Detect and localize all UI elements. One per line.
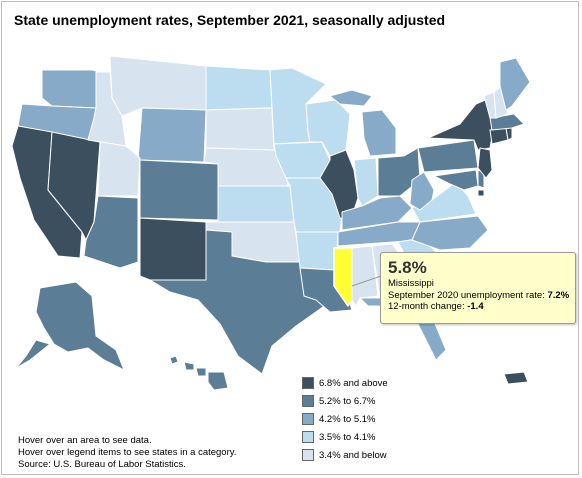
state-new-mexico[interactable] [139, 217, 207, 281]
state-hawaii-4[interactable] [207, 371, 229, 391]
legend-item-upper-mid[interactable]: 5.2% to 6.7% [302, 392, 422, 410]
state-south-dakota[interactable] [205, 107, 275, 151]
legend-swatch [302, 413, 314, 425]
state-tooltip: 5.8% Mississippi September 2020 unemploy… [380, 252, 576, 324]
state-utah[interactable] [97, 141, 141, 197]
state-maryland[interactable] [433, 169, 479, 191]
state-indiana[interactable] [353, 157, 379, 207]
legend-item-lower-mid[interactable]: 3.5% to 4.1% [302, 428, 422, 446]
state-hawaii-2[interactable] [183, 361, 195, 371]
legend-label: 3.4% and below [319, 449, 387, 461]
note-source: Source: U.S. Bureau of Labor Statistics. [18, 459, 186, 470]
legend-label: 4.2% to 5.1% [319, 413, 376, 425]
state-new-hampshire[interactable] [493, 85, 509, 119]
state-kentucky[interactable] [341, 195, 413, 231]
note-hover-legend: Hover over legend items to see states in… [18, 447, 237, 458]
district-of-columbia[interactable] [477, 189, 485, 197]
state-arkansas[interactable] [295, 231, 339, 271]
state-hawaii-3[interactable] [195, 367, 207, 377]
state-north-dakota[interactable] [205, 65, 273, 111]
legend-swatch [302, 377, 314, 389]
state-alaska[interactable] [35, 281, 125, 371]
state-washington[interactable] [41, 69, 101, 109]
note-hover-area: Hover over an area to see data. [18, 435, 152, 446]
legend-label: 3.5% to 4.1% [319, 431, 376, 443]
legend-item-mid[interactable]: 4.2% to 5.1% [302, 410, 422, 428]
state-montana[interactable] [109, 55, 207, 117]
state-maine[interactable] [499, 57, 531, 111]
tooltip-rate: 5.8% [388, 258, 427, 277]
state-texas[interactable] [149, 229, 331, 375]
state-hawaii-1[interactable] [169, 355, 179, 365]
tooltip-prior-rate: September 2020 unemployment rate: 7.2% [388, 289, 570, 301]
legend-item-high[interactable]: 6.8% and above [302, 374, 422, 392]
tooltip-pointer [351, 275, 382, 287]
map-legend: 6.8% and above 5.2% to 6.7% 4.2% to 5.1%… [302, 374, 422, 464]
legend-swatch [302, 395, 314, 407]
state-massachusetts[interactable] [489, 113, 525, 131]
state-colorado[interactable] [139, 159, 219, 221]
state-kansas[interactable] [217, 185, 295, 223]
state-wyoming[interactable] [137, 107, 207, 163]
state-pennsylvania[interactable] [417, 139, 479, 173]
territory-puerto-rico[interactable] [503, 371, 529, 385]
tooltip-state-name: Mississippi [388, 278, 434, 289]
state-north-carolina[interactable] [411, 215, 489, 251]
legend-label: 5.2% to 6.7% [319, 395, 376, 407]
state-michigan[interactable] [361, 109, 397, 157]
legend-label: 6.8% and above [319, 377, 388, 389]
map-title: State unemployment rates, September 2021… [14, 12, 446, 28]
legend-item-low[interactable]: 3.4% and below [302, 446, 422, 464]
state-new-jersey[interactable] [477, 147, 493, 179]
legend-swatch [302, 449, 314, 461]
state-alaska-peninsula[interactable] [15, 339, 51, 369]
state-arizona[interactable] [83, 195, 139, 269]
tooltip-change: 12-month change: -1.4 [388, 301, 484, 312]
map-notes: Hover over an area to see data. Hover ov… [18, 435, 236, 471]
state-michigan-up[interactable] [329, 89, 373, 107]
legend-swatch [302, 431, 314, 443]
